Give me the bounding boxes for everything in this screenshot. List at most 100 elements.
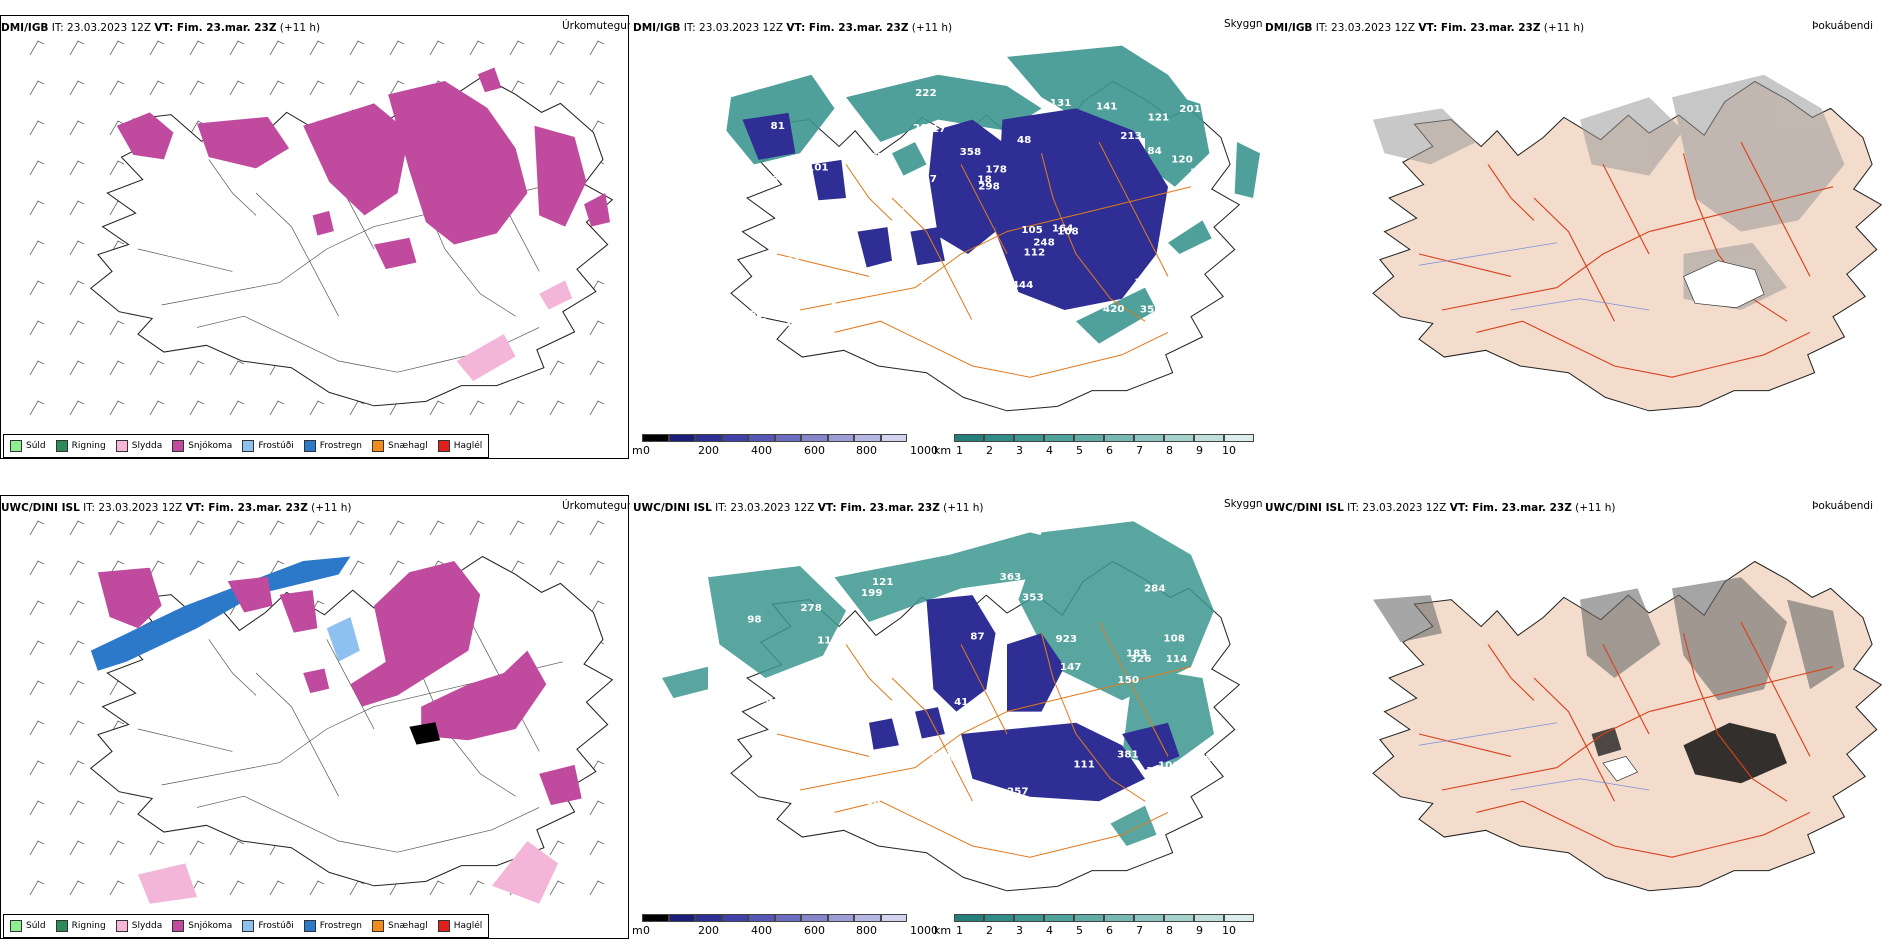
- cloud-base-label: 22: [818, 284, 832, 295]
- panel-cloud-row1: DMI/IGB IT: 23.03.2023 12Z VT: Fim. 23.m…: [632, 0, 1262, 460]
- cloud-base-label: 144: [746, 317, 768, 328]
- precip-map: [29, 520, 613, 904]
- valid-time: VT: Fim. 23.mar. 23Z: [154, 22, 277, 34]
- precip-map: [29, 40, 613, 416]
- colorbar-segment: [748, 434, 775, 442]
- cloud-base-label: 193: [896, 783, 918, 794]
- cloud-base-label: 110: [857, 154, 879, 165]
- colorbar-segment: [1014, 914, 1044, 922]
- lead-time: (+11 h): [1571, 502, 1616, 514]
- tick-label: 800: [856, 444, 877, 457]
- cloud-colorbar-km: km 1 2 3 4 5 6 7 8 9 10: [934, 914, 1254, 938]
- valid-time: VT: Fim. 23.mar. 23Z: [817, 502, 940, 514]
- cloud-base-label: 114: [1166, 654, 1188, 665]
- cloud-base-label: 120: [1171, 154, 1193, 165]
- tick-label: 3: [1016, 444, 1023, 457]
- tick-label: 9: [1196, 924, 1203, 937]
- cloud-base-label: 117: [925, 124, 947, 135]
- cloud-base-label: 111: [817, 636, 839, 647]
- colorbar-segment: [1074, 434, 1104, 442]
- panel-header: DMI/IGB IT: 23.03.2023 12Z VT: Fim. 23.m…: [633, 22, 952, 34]
- tick-label: 400: [751, 444, 772, 457]
- cloud-base-label: 108: [1163, 633, 1185, 644]
- lead-time: (+11 h): [1540, 22, 1585, 34]
- legend-label: Frostúði: [258, 441, 294, 451]
- wind-barbs: [29, 40, 605, 416]
- cloud-base-label: 298: [918, 281, 940, 292]
- panel-header: UWC/DINI ISL IT: 23.03.2023 12Z VT: Fim.…: [633, 502, 984, 514]
- legend-item: Súld: [10, 440, 46, 452]
- cloud-base-label: 201: [1179, 104, 1201, 115]
- panel-title: Skyggni: [1224, 18, 1262, 30]
- colorbar-segment: [1224, 434, 1254, 442]
- cloud-base-label: 923: [1056, 634, 1078, 645]
- valid-time: VT: Fim. 23.mar. 23Z: [786, 22, 909, 34]
- cloud-base-label: 284: [786, 309, 808, 320]
- tick-label: 5: [1076, 444, 1083, 457]
- legend-item: Haglél: [437, 440, 482, 452]
- cloud-labels: 381 108 106 87 192 121 183 648 284 111 114 98 150 124…: [747, 572, 1212, 807]
- cloud-base-label: 226: [766, 261, 788, 272]
- cloud-colorbar-km: km 1 2 3 4 5 6 7 8 9 10: [934, 434, 1254, 458]
- legend-swatch: [437, 440, 450, 452]
- fog-map: [1372, 560, 1882, 892]
- precip-legend: Súld Rigning Slydda Snjókoma Frostúði Fr…: [3, 914, 490, 938]
- legend-swatch: [242, 440, 255, 452]
- valid-time: VT: Fim. 23.mar. 23Z: [185, 502, 308, 514]
- init-time: IT: 23.03.2023 12Z: [1312, 22, 1419, 34]
- panel-title: Þokuábendi: [1812, 20, 1873, 32]
- cloud-base-label: 224: [779, 256, 801, 267]
- colorbar-segment: [1044, 914, 1074, 922]
- panel-cloud-row2: UWC/DINI ISL IT: 23.03.2023 12Z VT: Fim.…: [632, 480, 1262, 940]
- legend-item: Snjókoma: [172, 920, 232, 932]
- colorbar-segment: [1104, 434, 1134, 442]
- tick-label: 8: [1166, 924, 1173, 937]
- fog-map: [1372, 74, 1882, 412]
- legend-item: Rigning: [55, 440, 106, 452]
- cloud-base-label: 124: [1134, 278, 1156, 289]
- tick-label: 0: [643, 924, 650, 937]
- legend-label: Snjókoma: [188, 921, 233, 931]
- tick-label: 8: [1166, 444, 1173, 457]
- cloud-base-label: 111: [1073, 759, 1095, 770]
- tick-label: 4: [1046, 924, 1053, 937]
- cloud-base-label: 18: [977, 174, 991, 185]
- legend-label: Snjókoma: [188, 441, 233, 451]
- cloud-base-label: 202: [913, 123, 935, 134]
- legend-swatch: [172, 920, 185, 932]
- panel-title: Úrkomutegund: [562, 20, 630, 32]
- init-time: IT: 23.03.2023 12Z: [711, 502, 818, 514]
- tick-label: 600: [804, 444, 825, 457]
- cloud-base-label: 112: [910, 188, 932, 199]
- colorbar-segment: [801, 914, 828, 922]
- legend-label: Súld: [26, 441, 46, 451]
- cloud-base-label: 98: [866, 797, 880, 808]
- cloud-base-label: 298: [978, 181, 1000, 192]
- cloud-base-label: 192: [760, 780, 782, 791]
- colorbar-segment: [1224, 914, 1254, 922]
- cloud-base-label: 131: [1050, 98, 1072, 109]
- panel-header: UWC/DINI ISL IT: 23.03.2023 12Z VT: Fim.…: [1265, 502, 1616, 514]
- legend-item: Rigning: [55, 920, 106, 932]
- cloud-base-label: 326: [1130, 654, 1152, 665]
- cloud-base-label: 222: [915, 88, 937, 99]
- cloud-base-label: 196: [814, 270, 836, 281]
- cloud-base-label: 184: [745, 294, 767, 305]
- panel-header: DMI/IGB IT: 23.03.2023 12Z VT: Fim. 23.m…: [1265, 22, 1584, 34]
- cloud-base-label: 257: [1007, 787, 1029, 798]
- cloud-base-label: 105: [1021, 225, 1043, 236]
- lead-time: (+11 h): [908, 22, 953, 34]
- cloud-base-label: 84: [1147, 146, 1161, 157]
- cloud-base-label: 81: [771, 121, 785, 132]
- panel-precip-type-row1: DMI/IGB IT: 23.03.2023 12Z VT: Fim. 23.m…: [0, 0, 630, 460]
- cloud-base-label: 124: [902, 793, 924, 804]
- legend-item: Súld: [10, 920, 46, 932]
- cloud-base-label: 648: [863, 759, 885, 770]
- cloud-base-label: 137: [915, 174, 937, 185]
- panel-precip-type-row2: UWC/DINI ISL IT: 23.03.2023 12Z VT: Fim.…: [0, 480, 630, 940]
- panel-fog-row2: UWC/DINI ISL IT: 23.03.2023 12Z VT: Fim.…: [1264, 480, 1900, 940]
- legend-label: Snæhagl: [388, 921, 428, 931]
- colorbar-segment: [721, 914, 748, 922]
- cloud-base-label: 104: [829, 124, 851, 135]
- legend-swatch: [437, 920, 450, 932]
